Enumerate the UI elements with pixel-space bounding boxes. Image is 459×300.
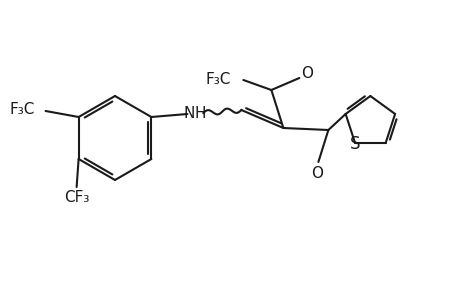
- Text: H: H: [194, 106, 206, 121]
- Text: F₃C: F₃C: [9, 103, 34, 118]
- Text: S: S: [349, 135, 359, 153]
- Text: CF₃: CF₃: [64, 190, 89, 206]
- Text: N: N: [183, 106, 195, 121]
- Text: O: O: [301, 67, 313, 82]
- Text: O: O: [311, 166, 323, 181]
- Text: F₃C: F₃C: [206, 71, 231, 86]
